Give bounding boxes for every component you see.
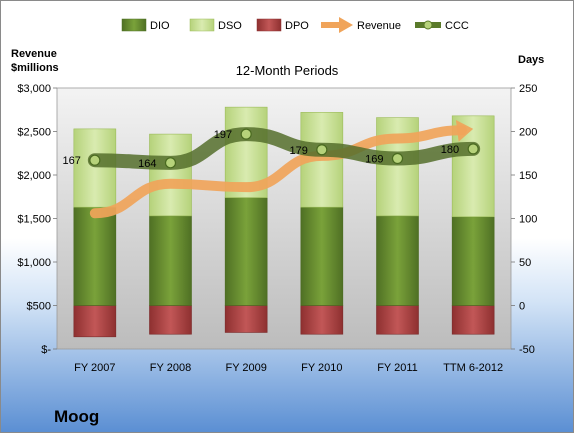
x-axis-category-label: FY 2008 xyxy=(150,362,191,374)
chart-title: 12-Month Periods xyxy=(236,63,339,78)
right-axis-tick-label: 200 xyxy=(519,127,537,139)
dso-bar xyxy=(451,115,495,218)
dpo-bar xyxy=(376,305,419,335)
legend-swatch-dio xyxy=(121,18,147,32)
dpo-bar xyxy=(300,305,344,335)
legend-label-dpo: DPO xyxy=(285,20,309,32)
ccc-data-label: 169 xyxy=(365,153,383,165)
dpo-bar xyxy=(451,305,495,335)
x-axis-category-label: FY 2010 xyxy=(301,362,342,374)
right-axis-tick-label: 150 xyxy=(519,170,537,182)
ccc-data-label: 180 xyxy=(441,144,459,156)
revenue-line xyxy=(89,125,468,219)
right-axis-tick-label: 100 xyxy=(519,214,537,226)
left-axis-tick-label: $2,000 xyxy=(17,170,51,182)
x-axis-category-label: FY 2011 xyxy=(377,362,418,374)
legend-swatch-dso xyxy=(189,18,215,32)
dpo-bar xyxy=(224,305,268,333)
ccc-line-group: 167 164 197 179 169 180 xyxy=(62,127,481,170)
x-axis-category-label: FY 2007 xyxy=(74,362,115,374)
dio-bar xyxy=(73,206,117,306)
legend-label-ccc: CCC xyxy=(445,20,469,32)
ccc-marker xyxy=(164,157,177,169)
dio-bar xyxy=(451,216,495,306)
right-axis-tick-label: 50 xyxy=(519,257,531,269)
ccc-marker xyxy=(89,154,101,166)
legend: DIO DSO DPO Revenue CCC xyxy=(121,17,469,33)
dio-bar xyxy=(300,206,344,306)
left-axis-title-line1: Revenue xyxy=(11,48,57,60)
ccc-data-label: 179 xyxy=(289,145,307,157)
right-axis-tick-label: 250 xyxy=(519,83,537,95)
left-axis-tick-label: $2,500 xyxy=(17,127,51,139)
right-axis-tick-label: -50 xyxy=(519,344,535,356)
x-axis-category-label: FY 2009 xyxy=(225,362,266,374)
left-axis-tick-label: $1,000 xyxy=(17,257,51,269)
dio-bar xyxy=(149,215,192,306)
revenue-arrowhead xyxy=(455,119,474,142)
legend-label-revenue: Revenue xyxy=(357,20,401,32)
ccc-marker xyxy=(391,152,404,165)
legend-label-dio: DIO xyxy=(150,20,170,32)
left-axis-tick-label: $- xyxy=(41,344,51,356)
legend-swatch-dpo xyxy=(256,18,282,32)
bar-group xyxy=(73,106,495,338)
legend-swatch-revenue-arrowhead xyxy=(339,17,353,33)
dpo-bar xyxy=(73,305,117,338)
axes-group: $- $500 $1,000 $1,500 $2,000 $2,500 $3,000 -50 0… xyxy=(17,83,537,374)
company-name: Moog xyxy=(54,407,99,426)
dso-bar xyxy=(149,133,192,217)
ccc-marker xyxy=(467,143,479,155)
dpo-bar xyxy=(149,305,192,335)
x-axis-category-label: TTM 6-2012 xyxy=(443,362,503,374)
left-axis-title-line2: $millions xyxy=(11,62,59,74)
ccc-marker xyxy=(316,144,328,156)
dso-bar xyxy=(376,117,419,217)
ccc-data-label: 167 xyxy=(62,155,80,167)
right-axis-tick-label: 0 xyxy=(519,301,525,313)
right-axis-title: Days xyxy=(518,54,544,66)
legend-label-dso: DSO xyxy=(218,20,242,32)
ccc-marker xyxy=(240,128,252,140)
dso-bar xyxy=(73,128,117,208)
left-axis-tick-label: $3,000 xyxy=(17,83,51,95)
revenue-line-group xyxy=(89,119,474,219)
legend-swatch-ccc-marker xyxy=(423,20,433,30)
left-axis-tick-label: $1,500 xyxy=(17,214,51,226)
dio-bar xyxy=(376,215,419,306)
dio-bar xyxy=(224,197,268,306)
left-axis-tick-label: $500 xyxy=(27,301,51,313)
ccc-data-label: 164 xyxy=(138,158,156,170)
ccc-data-label: 197 xyxy=(214,129,232,141)
